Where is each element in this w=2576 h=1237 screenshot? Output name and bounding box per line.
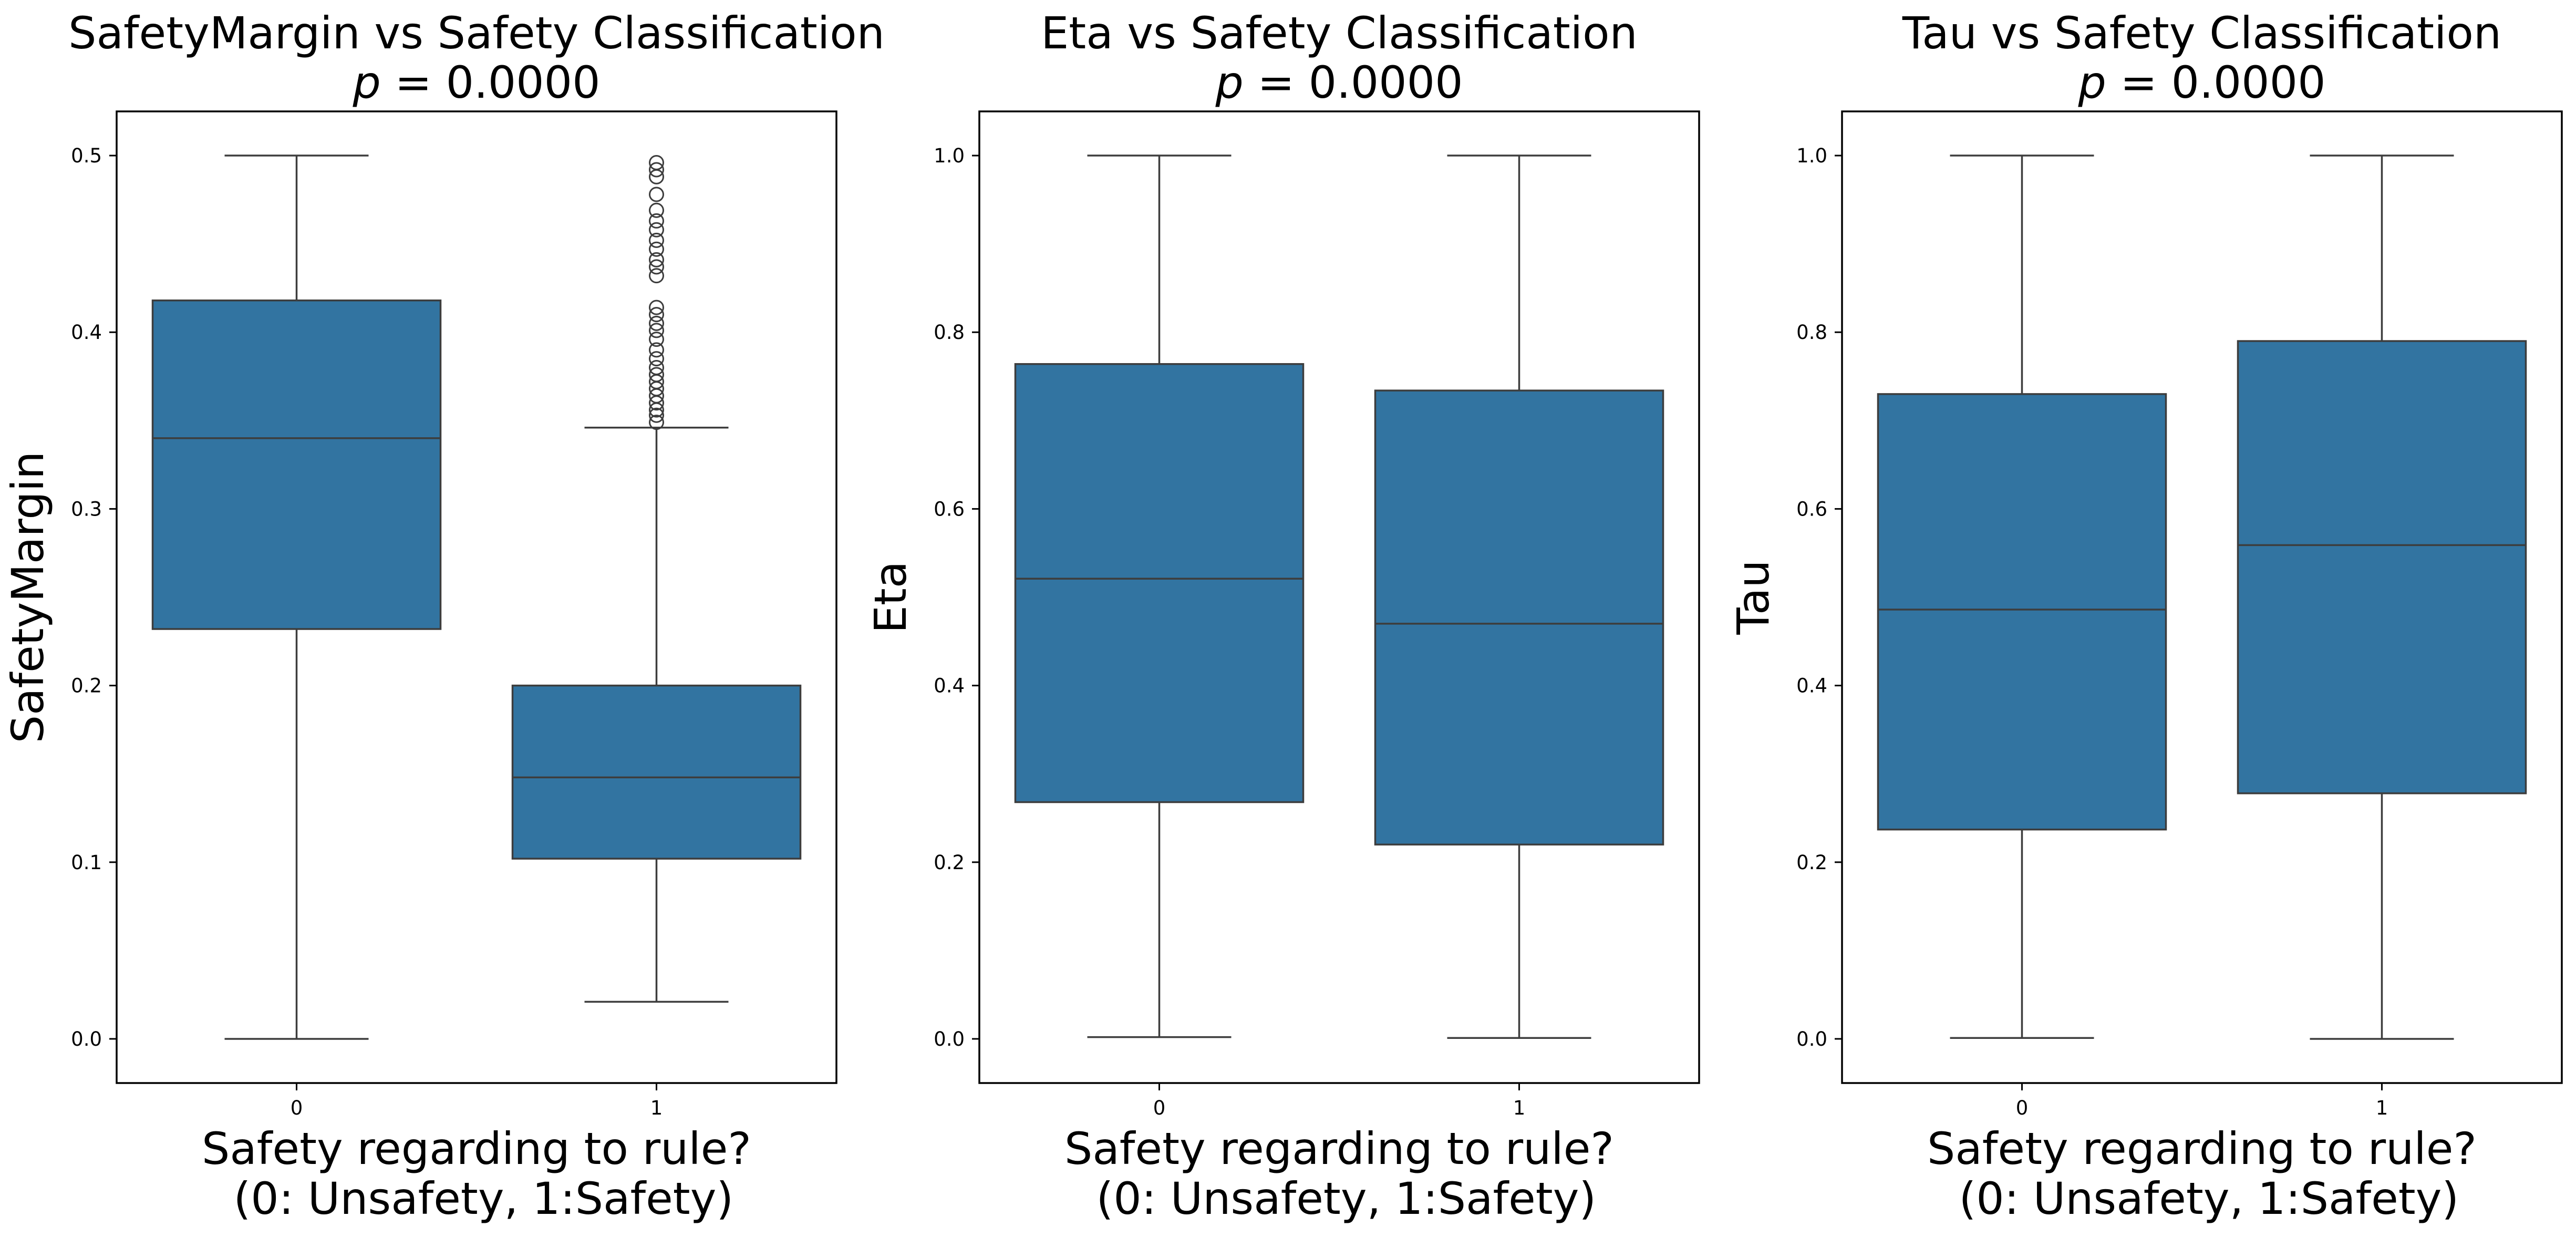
x-tick-label: 0 — [1153, 1097, 1166, 1119]
outlier-point — [649, 332, 664, 347]
outlier-point — [649, 307, 664, 323]
box-iqr — [2237, 340, 2527, 795]
box-iqr — [1877, 393, 2167, 831]
x-axis-label-line2: (0: Unsafety, 1:Safety) — [1082, 1173, 1596, 1224]
outlier-point — [649, 162, 664, 178]
y-axis-label: SafetyMargin — [2, 451, 54, 744]
x-axis-label-line1: Safety regarding to rule? — [202, 1123, 751, 1174]
outlier-point — [649, 359, 664, 375]
p-value-symbol: p — [1215, 57, 1243, 108]
outlier-point — [649, 213, 664, 229]
chart-subtitle: p = 0.0000 — [352, 57, 600, 108]
outlier-point — [649, 232, 664, 248]
x-tick-label: 0 — [2016, 1097, 2029, 1119]
x-tick-label: 1 — [1513, 1097, 1526, 1119]
p-value-symbol: p — [352, 57, 380, 108]
y-tick-label: 0.4 — [1796, 675, 1827, 697]
outlier-point — [649, 342, 664, 358]
box-iqr — [1374, 389, 1664, 846]
chart-subtitle: p = 0.0000 — [1215, 57, 1463, 108]
outlier-point — [649, 268, 664, 284]
chart-title: Tau vs Safety Classification — [1902, 7, 2501, 59]
chart-title: SafetyMargin vs Safety Classification — [68, 7, 885, 59]
y-tick-label: 0.6 — [1796, 498, 1827, 520]
x-tick-label: 0 — [291, 1097, 303, 1119]
y-axis-label: Eta — [865, 561, 916, 633]
x-axis-label-line1: Safety regarding to rule? — [1927, 1123, 2477, 1174]
y-tick-label: 0.0 — [934, 1028, 965, 1050]
box-0 — [151, 154, 442, 1040]
y-tick-label: 1.0 — [1796, 145, 1827, 167]
y-tick-label: 0.0 — [71, 1028, 102, 1050]
outlier-point — [649, 415, 664, 430]
p-value-text: = 0.0000 — [381, 57, 601, 108]
y-tick-label: 0.0 — [1796, 1028, 1827, 1050]
chart-panel-1: 0.0 0.1 0.2 0.3 0.4 0.5 0 1 SafetyMargin vs Safe… — [2, 7, 885, 1224]
chart-panel-2: 0.0 0.2 0.4 0.6 0.8 1.0 0 1 Eta vs Safety Classi… — [865, 7, 1700, 1224]
y-tick-label: 0.2 — [1796, 851, 1827, 874]
y-tick-label: 0.4 — [934, 675, 965, 697]
chart-title: Eta vs Safety Classification — [1041, 7, 1638, 59]
x-tick-label: 1 — [2376, 1097, 2388, 1119]
x-tick-label: 1 — [650, 1097, 663, 1119]
outlier-point — [649, 252, 664, 267]
y-tick-label: 0.4 — [71, 321, 102, 344]
box-0 — [1877, 154, 2167, 1039]
x-axis-label-line2: (0: Unsafety, 1:Safety) — [220, 1173, 733, 1224]
outlier-point — [649, 367, 664, 383]
box-0 — [1014, 154, 1305, 1038]
y-tick-label: 0.3 — [71, 498, 102, 520]
chart-subtitle: p = 0.0000 — [2077, 57, 2325, 108]
y-axis-label: Tau — [1727, 560, 1779, 635]
axes-frame — [1841, 110, 2563, 1084]
box-iqr — [151, 299, 442, 630]
p-value-symbol: p — [2077, 57, 2106, 108]
y-tick-label: 0.2 — [934, 851, 965, 874]
outlier-point — [649, 241, 664, 257]
axes-frame — [116, 110, 837, 1084]
box-1 — [511, 154, 802, 1003]
y-tick-label: 0.1 — [71, 851, 102, 874]
outlier-point — [649, 407, 664, 423]
p-value-text: = 0.0000 — [2106, 57, 2326, 108]
outlier-point — [649, 351, 664, 367]
chart-panel-3: 0.0 0.2 0.4 0.6 0.8 1.0 0 1 Tau vs Safety Classi… — [1727, 7, 2563, 1224]
y-tick-label: 0.2 — [71, 675, 102, 697]
outlier-point — [649, 187, 664, 202]
box-iqr — [1014, 363, 1305, 803]
outlier-point — [649, 300, 664, 315]
x-axis-label-line2: (0: Unsafety, 1:Safety) — [1945, 1173, 2459, 1224]
outlier-point — [649, 222, 664, 238]
outlier-point — [649, 315, 664, 331]
p-value-text: = 0.0000 — [1244, 57, 1463, 108]
box-1 — [1374, 154, 1664, 1039]
y-tick-label: 0.6 — [934, 498, 965, 520]
axes-frame — [978, 110, 1700, 1084]
outlier-point — [649, 154, 664, 170]
outlier-point — [649, 323, 664, 338]
y-tick-label: 0.8 — [934, 321, 965, 344]
y-tick-label: 1.0 — [934, 145, 965, 167]
box-iqr — [511, 684, 802, 860]
box-1 — [2237, 154, 2527, 1040]
outlier-point — [649, 202, 664, 218]
x-axis-label-line1: Safety regarding to rule? — [1064, 1123, 1614, 1174]
outlier-point — [649, 259, 664, 275]
y-tick-label: 0.8 — [1796, 321, 1827, 344]
y-tick-label: 0.5 — [71, 145, 102, 167]
